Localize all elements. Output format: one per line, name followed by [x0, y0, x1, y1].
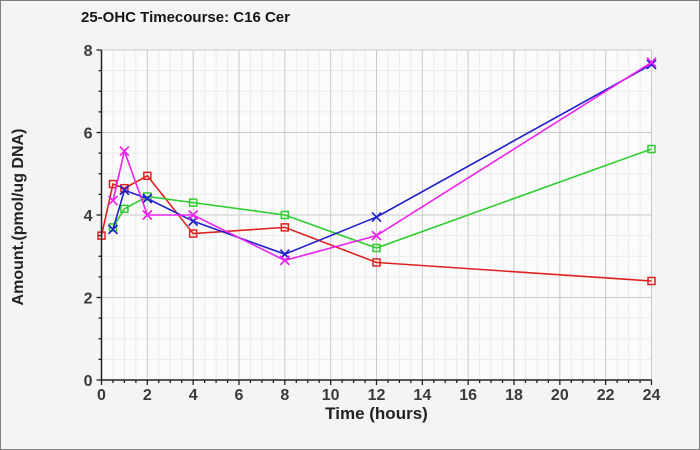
- marker-square-green: [188, 198, 198, 207]
- x-tick-label: 8: [280, 387, 289, 404]
- marker-square-green: [372, 243, 381, 253]
- marker-square-red: [188, 229, 198, 238]
- marker-x-magenta: [142, 209, 153, 221]
- y-tick-label: 2: [84, 291, 93, 308]
- marker-square-red: [372, 258, 381, 267]
- marker-square-green: [108, 223, 118, 232]
- x-tick-label: 16: [459, 387, 477, 404]
- marker-square-red: [280, 223, 290, 232]
- x-tick-label: 18: [505, 387, 523, 404]
- marker-x-magenta: [107, 195, 119, 206]
- x-tick-label: 10: [322, 387, 340, 404]
- x-tick-label: 4: [189, 387, 198, 404]
- marker-x-blue: [646, 59, 657, 70]
- marker-x-magenta: [188, 209, 199, 221]
- ticks: [96, 49, 653, 385]
- x-tick-label: 24: [643, 387, 661, 404]
- marker-square-green: [120, 204, 129, 214]
- x-tick-label: 0: [97, 387, 106, 404]
- x-tick-label: 12: [368, 387, 386, 404]
- x-axis-title: Time (hours): [325, 404, 428, 423]
- series-green: [108, 144, 656, 253]
- series-blue: [107, 59, 657, 260]
- x-tick-label: 20: [551, 387, 569, 404]
- marker-square-green: [280, 210, 290, 220]
- marker-x-magenta: [646, 57, 657, 68]
- marker-x-blue: [142, 193, 153, 204]
- marker-x-blue: [107, 224, 119, 235]
- x-tick-label: 6: [235, 387, 244, 404]
- marker-x-blue: [371, 211, 382, 223]
- marker-x-blue: [119, 185, 130, 196]
- x-tick-label: 2: [143, 387, 152, 404]
- series-line-green: [112, 148, 652, 249]
- series-magenta: [107, 57, 657, 266]
- y-tick-label: 0: [84, 373, 93, 390]
- y-tick-label: 8: [84, 43, 93, 60]
- x-tick-label: 14: [413, 387, 431, 404]
- marker-x-magenta: [279, 255, 290, 266]
- series-line-red: [100, 174, 652, 282]
- y-tick-label: 4: [84, 208, 93, 225]
- marker-square-green: [647, 144, 656, 154]
- marker-x-magenta: [119, 145, 130, 157]
- marker-x-magenta: [371, 230, 382, 241]
- marker-square-red: [143, 171, 152, 181]
- marker-square-red: [647, 276, 656, 286]
- chart-title: 25-OHC Timecourse: C16 Cer: [81, 9, 290, 26]
- x-tick-label: 22: [597, 387, 615, 404]
- y-tick-label: 6: [84, 126, 93, 143]
